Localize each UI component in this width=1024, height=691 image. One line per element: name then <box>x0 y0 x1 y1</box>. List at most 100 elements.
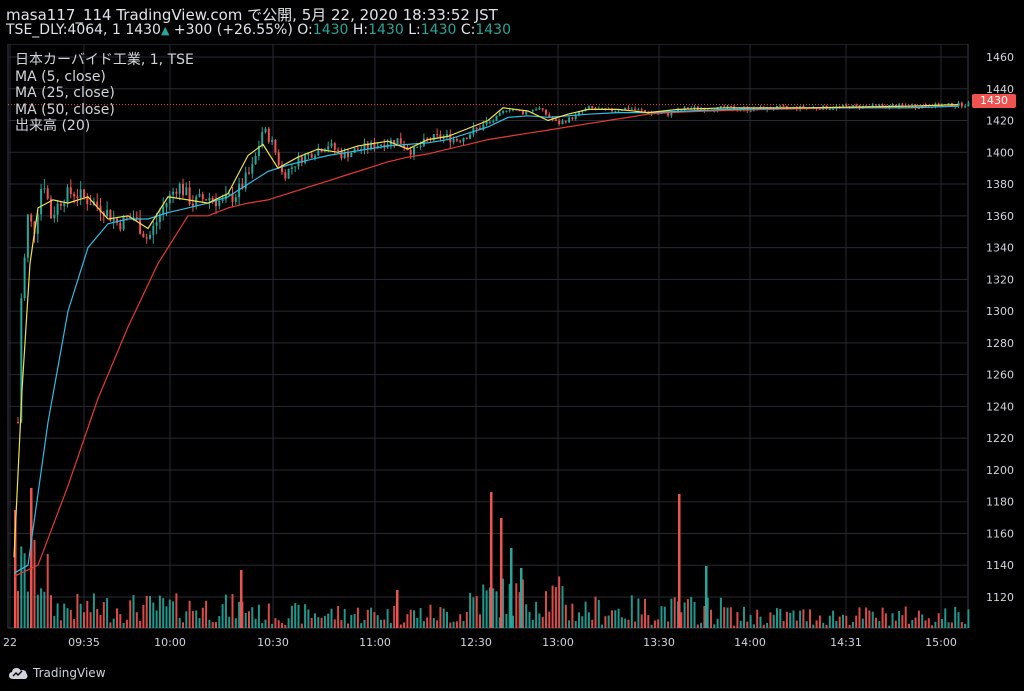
candle-body <box>112 218 115 221</box>
volume-bar <box>452 621 455 628</box>
volume-bar <box>413 610 415 628</box>
volume-bar <box>845 615 848 628</box>
volume-bar <box>650 624 653 628</box>
volume-bar <box>228 616 231 628</box>
volume-bar <box>947 622 950 628</box>
candle-body <box>729 105 732 107</box>
volume-bar <box>502 578 505 628</box>
low-label: L: <box>408 22 421 38</box>
volume-bar <box>812 624 815 628</box>
volume-bar <box>637 598 640 628</box>
candle-body <box>828 108 831 110</box>
legend-ma5: MA (5, close) <box>15 68 106 85</box>
price-chart[interactable]: 1120 1140 1160 1180 1200 1220 1240 1260 1280 1300… <box>0 44 1024 656</box>
tradingview-logo[interactable]: TradingView <box>8 666 106 680</box>
volume-bar <box>475 596 478 628</box>
x-tick-label: 09:35 <box>68 636 100 649</box>
candle-body <box>198 194 201 197</box>
brand-name: TradingView <box>33 666 106 680</box>
candle-body <box>568 117 571 123</box>
candle-body <box>578 112 580 115</box>
volume-bar <box>488 587 491 628</box>
candle-body <box>178 183 181 194</box>
volume-bar <box>766 622 769 628</box>
volume-bars <box>14 488 970 628</box>
last-price-badge: 1430 <box>972 94 1016 108</box>
candle-body <box>46 188 49 199</box>
volume-bar <box>191 611 194 628</box>
volume-bar <box>455 621 458 628</box>
candle-body <box>36 214 39 234</box>
candle-body <box>680 109 683 111</box>
volume-bar <box>703 605 706 628</box>
volume-bar <box>723 607 726 628</box>
volume-bar <box>759 616 762 628</box>
volume-bar <box>921 614 924 628</box>
volume-bar <box>736 612 739 628</box>
volume-bar <box>482 584 485 628</box>
x-tick-label: 14:00 <box>734 636 766 649</box>
candle-body <box>901 104 904 106</box>
volume-bar <box>17 590 19 628</box>
volume-bar <box>393 605 396 628</box>
candle-body <box>363 143 366 150</box>
candle-body <box>145 237 148 239</box>
volume-bar <box>779 608 782 628</box>
volume-bar <box>195 610 198 628</box>
volume-bar <box>538 613 541 628</box>
volume-bar <box>465 612 468 628</box>
volume-bar <box>158 595 161 628</box>
y-tick-label: 1200 <box>986 464 1014 477</box>
volume-bar <box>851 621 854 628</box>
volume-bar <box>185 611 188 628</box>
up-arrow-icon: ▲ <box>160 24 170 37</box>
volume-bar <box>578 612 580 628</box>
volume-bar <box>545 591 547 628</box>
candle-body <box>502 110 505 113</box>
volume-bar <box>861 618 864 628</box>
volume-bar <box>690 596 693 628</box>
volume-bar <box>630 595 633 628</box>
candle-body <box>426 138 429 140</box>
candle-body <box>182 183 184 196</box>
candle-body <box>403 143 406 148</box>
candle-body <box>947 103 950 105</box>
candle-body <box>350 152 353 158</box>
candle-body <box>50 198 52 219</box>
volume-bar <box>809 609 811 628</box>
candle-body <box>917 107 920 109</box>
volume-bar <box>749 615 752 628</box>
volume-bar <box>769 612 772 628</box>
candle-body <box>185 187 188 196</box>
candle-body <box>320 149 323 152</box>
volume-bar <box>894 620 897 628</box>
volume-bar <box>865 607 868 628</box>
candle-body <box>492 120 495 122</box>
volume-bar <box>848 624 851 628</box>
x-tick-label: 13:00 <box>542 636 574 649</box>
volume-bar <box>492 588 495 628</box>
y-tick-label: 1420 <box>986 115 1014 128</box>
candle-body <box>281 164 283 173</box>
volume-bar <box>125 619 128 628</box>
candle-body <box>611 109 613 112</box>
volume-bar <box>26 591 29 628</box>
volume-bar <box>620 617 623 628</box>
volume-bar <box>409 609 412 628</box>
volume-bar <box>515 583 518 628</box>
candle-body <box>287 169 290 179</box>
close-label: C: <box>460 22 476 38</box>
volume-bar <box>792 610 795 628</box>
volume-bar <box>376 615 379 628</box>
volume-bar <box>960 622 963 628</box>
volume-bar <box>449 622 452 628</box>
candle-body <box>17 422 19 424</box>
candle-body <box>436 134 439 136</box>
volume-bar <box>700 622 703 628</box>
volume-bar <box>614 610 617 628</box>
x-tick-label: 14:31 <box>830 636 862 649</box>
volume-bar <box>964 623 967 628</box>
candle-body <box>574 114 577 120</box>
volume-bar <box>818 615 821 628</box>
volume-bar <box>40 588 43 628</box>
